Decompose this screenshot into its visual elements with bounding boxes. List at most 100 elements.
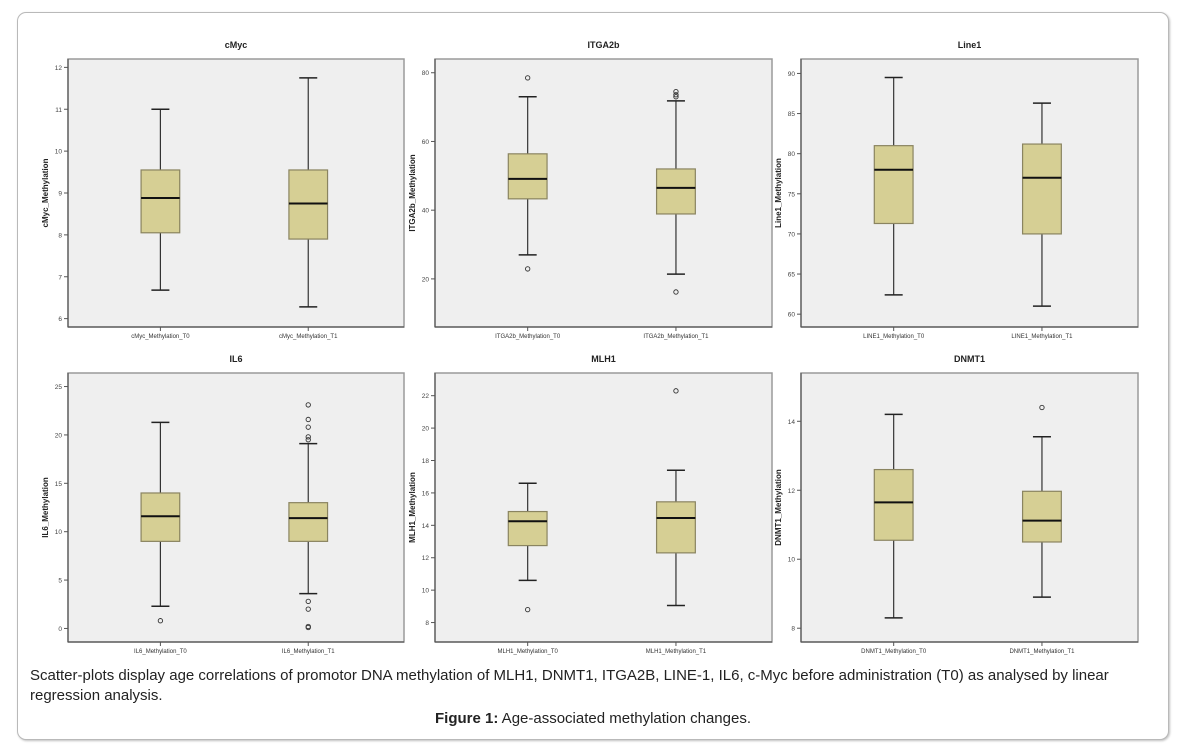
plot-area	[800, 372, 1139, 643]
panel-itga2b: ITGA2b 20 40 60 80 ITGA2b_Methylation ITGA2b_M…	[408, 40, 773, 340]
panel-title: MLH1	[591, 354, 616, 364]
iqr-box	[507, 153, 548, 200]
y-tick-label: 10	[422, 588, 430, 595]
outlier-point	[157, 618, 164, 624]
outlier-point	[673, 388, 679, 394]
y-tick-label: 14	[422, 523, 430, 530]
y-axis-label: ITGA2b_Methylation	[408, 154, 417, 231]
box-t0: ITGA2b_Methylation_T0	[495, 75, 561, 340]
outlier-point	[673, 289, 679, 295]
x-tick-label: LINE1_Methylation_T0	[863, 334, 925, 340]
outlier-point	[305, 402, 311, 408]
y-tick-label: 10	[788, 557, 796, 564]
y-tick-label: 80	[422, 70, 430, 77]
y-tick-label: 20	[422, 426, 430, 433]
panel-mlh1: MLH1 8 10 12 14 16 18 20 22 MLH1_Methylation MLH1_…	[408, 354, 773, 655]
box-t1: DNMT1_Methylation_T1	[1009, 404, 1075, 655]
outlier-point	[305, 434, 311, 440]
y-tick-label: 7	[58, 274, 62, 281]
y-tick-label: 12	[788, 488, 796, 495]
x-tick-label: ITGA2b_Methylation_T0	[495, 334, 561, 340]
outlier-point	[673, 92, 679, 98]
y-tick-label: 60	[422, 139, 430, 146]
x-tick-label: IL6_Methylation_T0	[134, 649, 187, 655]
y-tick-label: 6	[58, 316, 62, 323]
plot-area	[67, 372, 405, 643]
x-tick-label: MLH1_Methylation_T1	[646, 649, 707, 655]
iqr-box	[288, 502, 329, 542]
outlier-point	[305, 416, 311, 423]
box-t1: LINE1_Methylation_T1	[1011, 102, 1073, 340]
box-t1: ITGA2b_Methylation_T1	[643, 88, 709, 340]
box-t1: IL6_Methylation_T1	[282, 402, 335, 655]
y-tick-label: 18	[422, 458, 430, 465]
y-tick-label: 10	[55, 529, 63, 536]
outlier-point	[525, 75, 531, 81]
outlier-point	[525, 266, 531, 272]
iqr-box	[1021, 490, 1062, 543]
plot-area	[800, 58, 1139, 328]
outlier-point	[525, 606, 531, 613]
x-tick-label: cMyc_Methylation_T1	[279, 334, 338, 340]
y-tick-label: 16	[422, 490, 430, 497]
box-t0: MLH1_Methylation_T0	[497, 482, 559, 655]
y-tick-label: 70	[788, 231, 796, 238]
outlier-point	[305, 606, 311, 612]
x-tick-label: LINE1_Methylation_T1	[1011, 334, 1073, 340]
iqr-box	[655, 168, 696, 215]
box-t0: LINE1_Methylation_T0	[863, 76, 925, 340]
y-tick-label: 90	[788, 71, 796, 78]
figure-caption: Scatter-plots display age correlations o…	[30, 667, 1109, 704]
x-tick-label: DNMT1_Methylation_T1	[1009, 649, 1075, 655]
box-t1: MLH1_Methylation_T1	[646, 388, 707, 655]
x-tick-label: DNMT1_Methylation_T0	[861, 649, 927, 655]
y-tick-label: 9	[58, 191, 62, 198]
y-axis-label: MLH1_Methylation	[408, 472, 417, 543]
y-tick-label: 20	[55, 432, 63, 439]
y-axis-label: Line1_Methylation	[774, 158, 783, 228]
y-tick-label: 8	[425, 620, 429, 627]
box-t0: cMyc_Methylation_T0	[131, 108, 190, 340]
figure-title: Figure 1: Age-associated methylation cha…	[0, 710, 1186, 727]
figure-label: Figure 1:	[435, 710, 499, 727]
y-tick-label: 85	[788, 111, 796, 118]
panel-line1: Line1 60 65 70 75 80 85 90 Line1_Methylation LINE…	[774, 40, 1139, 340]
x-tick-label: IL6_Methylation_T1	[282, 649, 335, 655]
y-tick-label: 10	[55, 149, 63, 156]
iqr-box	[140, 169, 181, 234]
iqr-box	[873, 468, 914, 541]
box-t1: cMyc_Methylation_T1	[279, 77, 338, 340]
y-tick-label: 0	[58, 626, 62, 633]
panel-title: IL6	[229, 354, 242, 364]
y-tick-label: 25	[55, 384, 63, 391]
outlier-point	[305, 598, 311, 605]
y-tick-label: 8	[58, 232, 62, 239]
panel-title: ITGA2b	[587, 40, 620, 50]
box-t0: DNMT1_Methylation_T0	[861, 413, 927, 655]
iqr-box	[873, 145, 914, 225]
outlier-point	[673, 94, 679, 100]
panel-dnmt1: DNMT1 8 10 12 14 DNMT1_Methylation DNMT1_Methy…	[774, 354, 1139, 655]
y-tick-label: 5	[58, 578, 62, 585]
figure-title-text: Age-associated methylation changes.	[498, 710, 751, 727]
panel-title: Line1	[958, 40, 982, 50]
y-tick-label: 22	[422, 393, 430, 400]
plot-area	[67, 58, 405, 328]
outlier-point	[305, 424, 311, 430]
outlier-point	[305, 624, 311, 631]
iqr-box	[1021, 143, 1062, 235]
outlier-point	[1039, 404, 1045, 411]
y-tick-label: 12	[422, 555, 430, 562]
y-tick-label: 15	[55, 481, 63, 488]
panel-title: DNMT1	[954, 354, 985, 364]
y-axis-label: cMyc_Methylation	[41, 158, 50, 227]
y-tick-label: 75	[788, 191, 796, 198]
x-tick-label: ITGA2b_Methylation_T1	[643, 334, 709, 340]
panel-cmyc: cMyc 6 7 8 9 10 11 12 cMyc_Methylation cMyc_Methy…	[41, 40, 405, 340]
y-axis-label: IL6_Methylation	[41, 477, 50, 538]
panel-il6: IL6 0 5 10 15 20 25 IL6_Methylation IL6_Methylat…	[41, 354, 405, 655]
iqr-box	[655, 501, 696, 554]
y-tick-label: 12	[55, 65, 63, 72]
y-tick-label: 14	[788, 419, 796, 426]
